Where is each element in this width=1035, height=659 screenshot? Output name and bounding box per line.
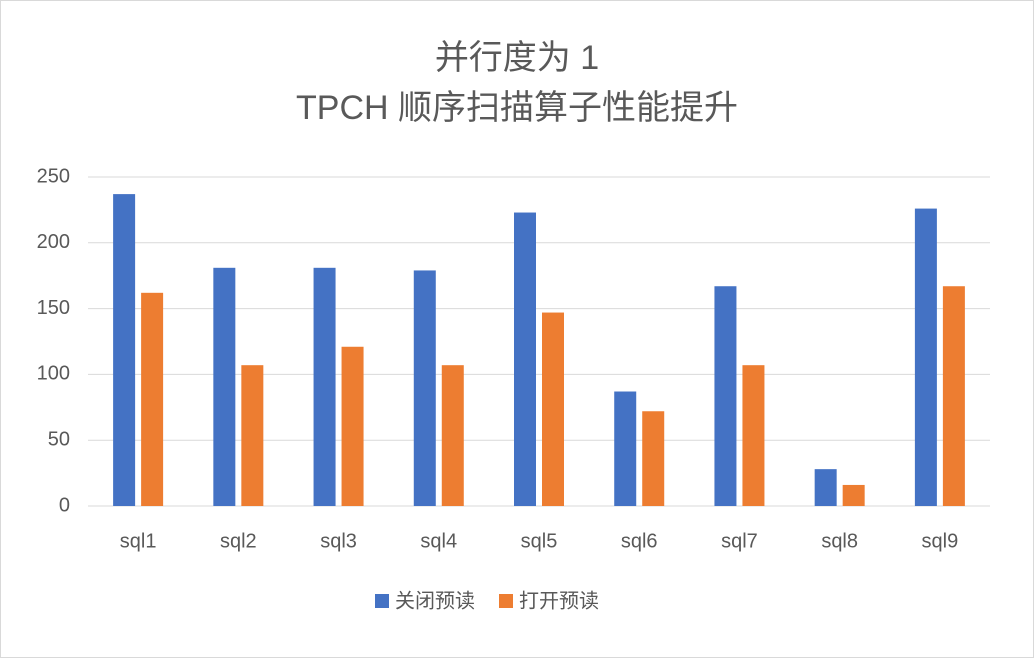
bar [514,212,536,507]
chart-title: 并行度为 1 [435,39,599,77]
chart-title: TPCH 顺序扫描算子性能提升 [296,89,738,127]
bar [241,365,264,506]
bar [113,194,136,506]
bar [942,286,965,506]
bar [313,267,336,506]
x-tick-label: sql8 [821,530,858,552]
legend-swatch [499,594,513,608]
bar [542,312,564,506]
bar [814,469,837,506]
y-tick-label: 0 [59,494,70,516]
y-tick-label: 100 [37,363,70,385]
x-tick-label: sql4 [420,530,457,552]
bar [341,346,364,506]
bar [642,411,665,506]
bar [441,365,464,506]
bar [413,270,436,506]
x-tick-label: sql6 [621,530,658,552]
x-tick-label: sql2 [220,530,257,552]
bar [714,286,737,506]
legend-label: 打开预读 [519,589,599,612]
legend-label: 关闭预读 [395,589,475,612]
y-tick-label: 150 [37,297,70,319]
x-tick-label: sql1 [120,530,157,552]
y-tick-label: 250 [37,165,70,187]
x-tick-label: sql7 [721,530,758,552]
bar [614,391,637,506]
x-tick-label: sql9 [922,530,959,552]
bar [141,292,164,506]
legend-swatch [375,594,389,608]
x-tick-label: sql3 [320,530,357,552]
x-tick-label: sql5 [521,530,558,552]
bar [842,484,865,506]
y-tick-label: 200 [37,231,70,253]
y-tick-label: 50 [48,428,70,450]
bar [213,267,236,506]
bar [742,365,765,506]
bar [914,208,937,507]
